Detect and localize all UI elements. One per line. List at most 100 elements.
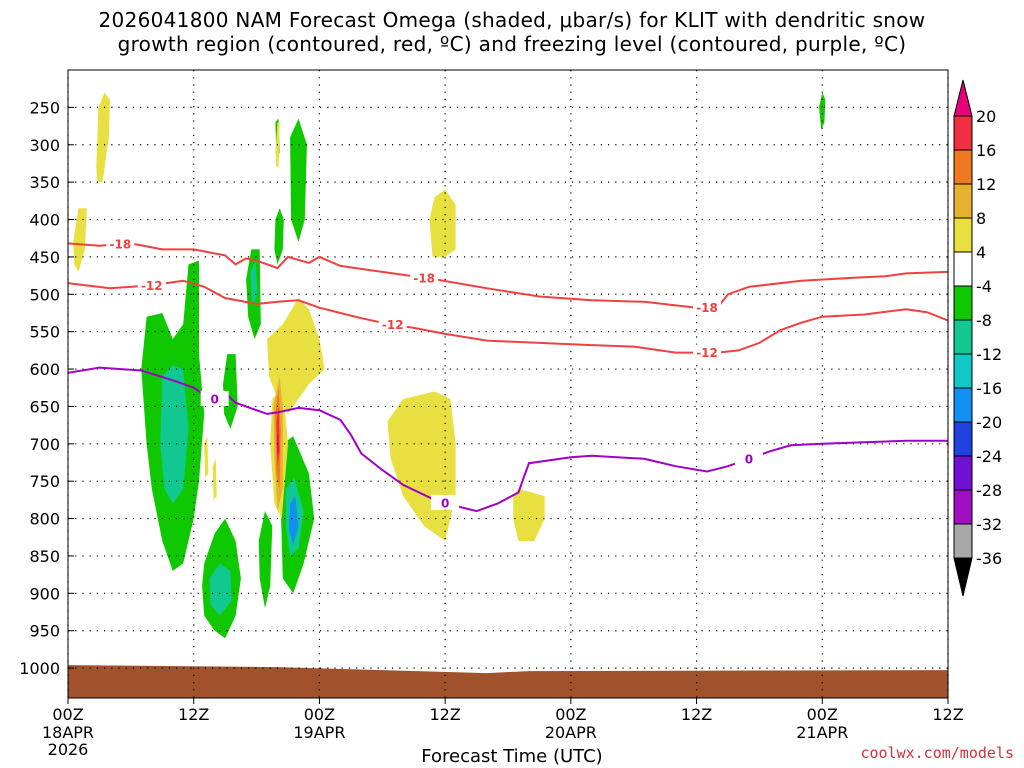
omega-shading-layer	[73, 92, 826, 639]
y-tick-label: 750	[29, 472, 60, 491]
x-tick-date: 21APR	[796, 723, 848, 742]
colorbar-segment	[953, 115, 973, 151]
x-tick-label: 00Z	[555, 705, 586, 724]
contour-label: 0	[745, 452, 753, 466]
x-tick-label: 12Z	[681, 705, 712, 724]
x-tick-year: 2026	[48, 740, 89, 759]
colorbar-label: -36	[976, 549, 1002, 568]
colorbar: 20 16 12 8 4 -4 -8 -12 -16 -20 -24 -28 -32 -36	[953, 79, 1002, 597]
colorbar-label: -8	[976, 311, 992, 330]
colorbar-segment	[953, 353, 973, 389]
shade-green-300-21Z	[290, 118, 307, 242]
shade-teal-lower-left	[160, 365, 189, 504]
y-tick-label: 250	[29, 98, 60, 117]
colorbar-label: -20	[976, 413, 1002, 432]
colorbar-segment	[953, 183, 973, 219]
colorbar-segment	[953, 217, 973, 253]
colorbar-label: 4	[976, 243, 986, 262]
shade-yellow-790-45Z	[513, 488, 545, 541]
contour-label-bg	[693, 299, 722, 315]
credit-text: coolwx.com/models	[860, 744, 1014, 762]
colorbar-segment	[953, 421, 973, 457]
x-tick-label: 00Z	[807, 705, 838, 724]
y-axis: 250 300 350 400 450 500 550 600 650 700 750 800 850 9…	[19, 98, 74, 678]
y-tick-label: 900	[29, 584, 60, 603]
y-tick-label: 1000	[19, 659, 60, 678]
contour-label-bg	[200, 390, 229, 406]
x-tick-date: 18APR	[42, 723, 94, 742]
contour-label: -18	[413, 271, 435, 285]
y-tick-label: 500	[29, 285, 60, 304]
colorbar-label: -24	[976, 447, 1002, 466]
contour-label: -18	[696, 301, 718, 315]
shade-green-800-19Z	[258, 511, 273, 609]
colorbar-label: 8	[976, 209, 986, 228]
chart-title-line2: growth region (contoured, red, ºC) and f…	[117, 32, 907, 56]
contour-label: -18	[110, 238, 132, 252]
shade-teal-850-12Z	[209, 563, 232, 616]
shade-green-250-72Z	[819, 92, 826, 130]
colorbar-label: 20	[976, 107, 996, 126]
y-tick-label: 850	[29, 547, 60, 566]
y-tick-label: 300	[29, 136, 60, 155]
x-tick-label: 12Z	[932, 705, 963, 724]
colorbar-segment	[953, 319, 973, 355]
y-tick-label: 450	[29, 248, 60, 267]
x-tick-date: 20APR	[545, 723, 597, 742]
shade-yellow-400-35Z	[429, 189, 456, 257]
shade-green-410-20Z	[274, 208, 284, 265]
grid-layer	[67, 70, 949, 698]
contour-label-bg	[693, 344, 722, 360]
y-tick-label: 950	[29, 622, 60, 641]
colorbar-segment	[953, 455, 973, 491]
x-axis-label: Forecast Time (UTC)	[421, 746, 603, 767]
contour-label: 0	[441, 496, 449, 510]
contour-layer: -18 -18 -18 -12 -12 -12 0 0 0	[67, 236, 949, 513]
colorbar-top-arrow	[953, 79, 973, 117]
contour-label-bg	[106, 236, 135, 252]
y-tick-label: 800	[29, 510, 60, 529]
y-tick-label: 600	[29, 360, 60, 379]
shade-yellow-550-22Z	[267, 298, 325, 414]
contour-label-bg	[378, 316, 407, 332]
y-tick-label: 650	[29, 397, 60, 416]
contour-label-bg	[431, 494, 460, 510]
colorbar-segment	[953, 387, 973, 423]
x-tick-date: 19APR	[293, 723, 345, 742]
x-tick-label: 12Z	[178, 705, 209, 724]
shade-yellow-750-14Z	[212, 458, 217, 500]
x-tick-label: 00Z	[52, 705, 83, 724]
shade-green-600-14Z	[223, 354, 238, 429]
colorbar-segment	[953, 523, 973, 559]
y-tick-label: 350	[29, 173, 60, 192]
colorbar-segment	[953, 285, 973, 321]
colorbar-segment	[953, 149, 973, 185]
colorbar-segment	[953, 251, 973, 287]
surface-terrain	[68, 665, 948, 698]
contour-label-bg	[734, 450, 763, 466]
y-tick-label: 550	[29, 323, 60, 342]
surface-terrain-layer	[68, 665, 948, 698]
chart-title-line1: 2026041800 NAM Forecast Omega (shaded, μ…	[98, 8, 926, 32]
x-tick-label: 00Z	[304, 705, 335, 724]
contour-label: -12	[382, 318, 404, 332]
shade-yellow-280-3Z	[96, 92, 110, 183]
colorbar-label: -16	[976, 379, 1002, 398]
colorbar-label: -28	[976, 481, 1002, 500]
colorbar-label: 16	[976, 141, 996, 160]
contour-label-bg	[410, 269, 439, 285]
colorbar-label: -12	[976, 345, 1002, 364]
shade-yellow-410-1Z	[73, 208, 87, 272]
shade-blue-800-21Z	[289, 496, 299, 545]
colorbar-bottom-arrow	[953, 557, 973, 597]
chart-title: 2026041800 NAM Forecast Omega (shaded, μ…	[0, 8, 1024, 56]
contour-line	[67, 279, 949, 354]
colorbar-label: -32	[976, 515, 1002, 534]
contour-label: -12	[141, 279, 163, 293]
contour-label: -12	[696, 346, 718, 360]
colorbar-segment	[953, 489, 973, 525]
y-tick-label: 700	[29, 435, 60, 454]
contour-label-bg	[137, 277, 166, 293]
